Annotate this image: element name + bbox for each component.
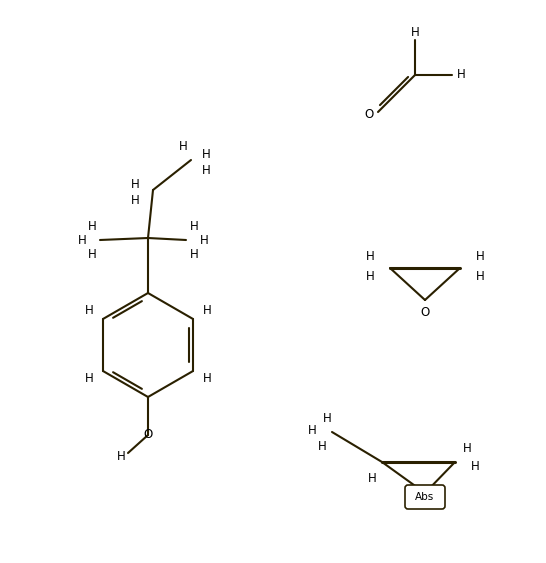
Text: H: H: [367, 471, 376, 485]
Text: H: H: [85, 373, 93, 386]
Text: H: H: [456, 69, 465, 82]
Text: H: H: [130, 194, 139, 207]
FancyBboxPatch shape: [405, 485, 445, 509]
Text: O: O: [144, 428, 153, 441]
Text: H: H: [476, 249, 484, 262]
Text: H: H: [366, 270, 375, 283]
Text: H: H: [471, 459, 479, 472]
Text: H: H: [189, 248, 198, 261]
Text: H: H: [87, 248, 97, 261]
Text: H: H: [411, 25, 419, 38]
Text: H: H: [78, 235, 86, 248]
Text: H: H: [462, 441, 471, 454]
Text: H: H: [117, 450, 126, 463]
Text: H: H: [189, 221, 198, 234]
Text: H: H: [323, 412, 331, 425]
Text: O: O: [364, 108, 373, 120]
Text: H: H: [203, 373, 211, 386]
Text: Abs: Abs: [416, 492, 435, 502]
Text: H: H: [203, 305, 211, 318]
Text: O: O: [420, 306, 430, 319]
Text: H: H: [307, 423, 316, 436]
Text: H: H: [200, 235, 209, 248]
Text: H: H: [201, 149, 210, 162]
Text: H: H: [130, 178, 139, 191]
Text: H: H: [366, 249, 375, 262]
Text: H: H: [201, 163, 210, 176]
Text: H: H: [179, 140, 187, 153]
Text: H: H: [318, 440, 327, 453]
Text: H: H: [87, 221, 97, 234]
Text: H: H: [476, 270, 484, 283]
Text: H: H: [85, 305, 93, 318]
